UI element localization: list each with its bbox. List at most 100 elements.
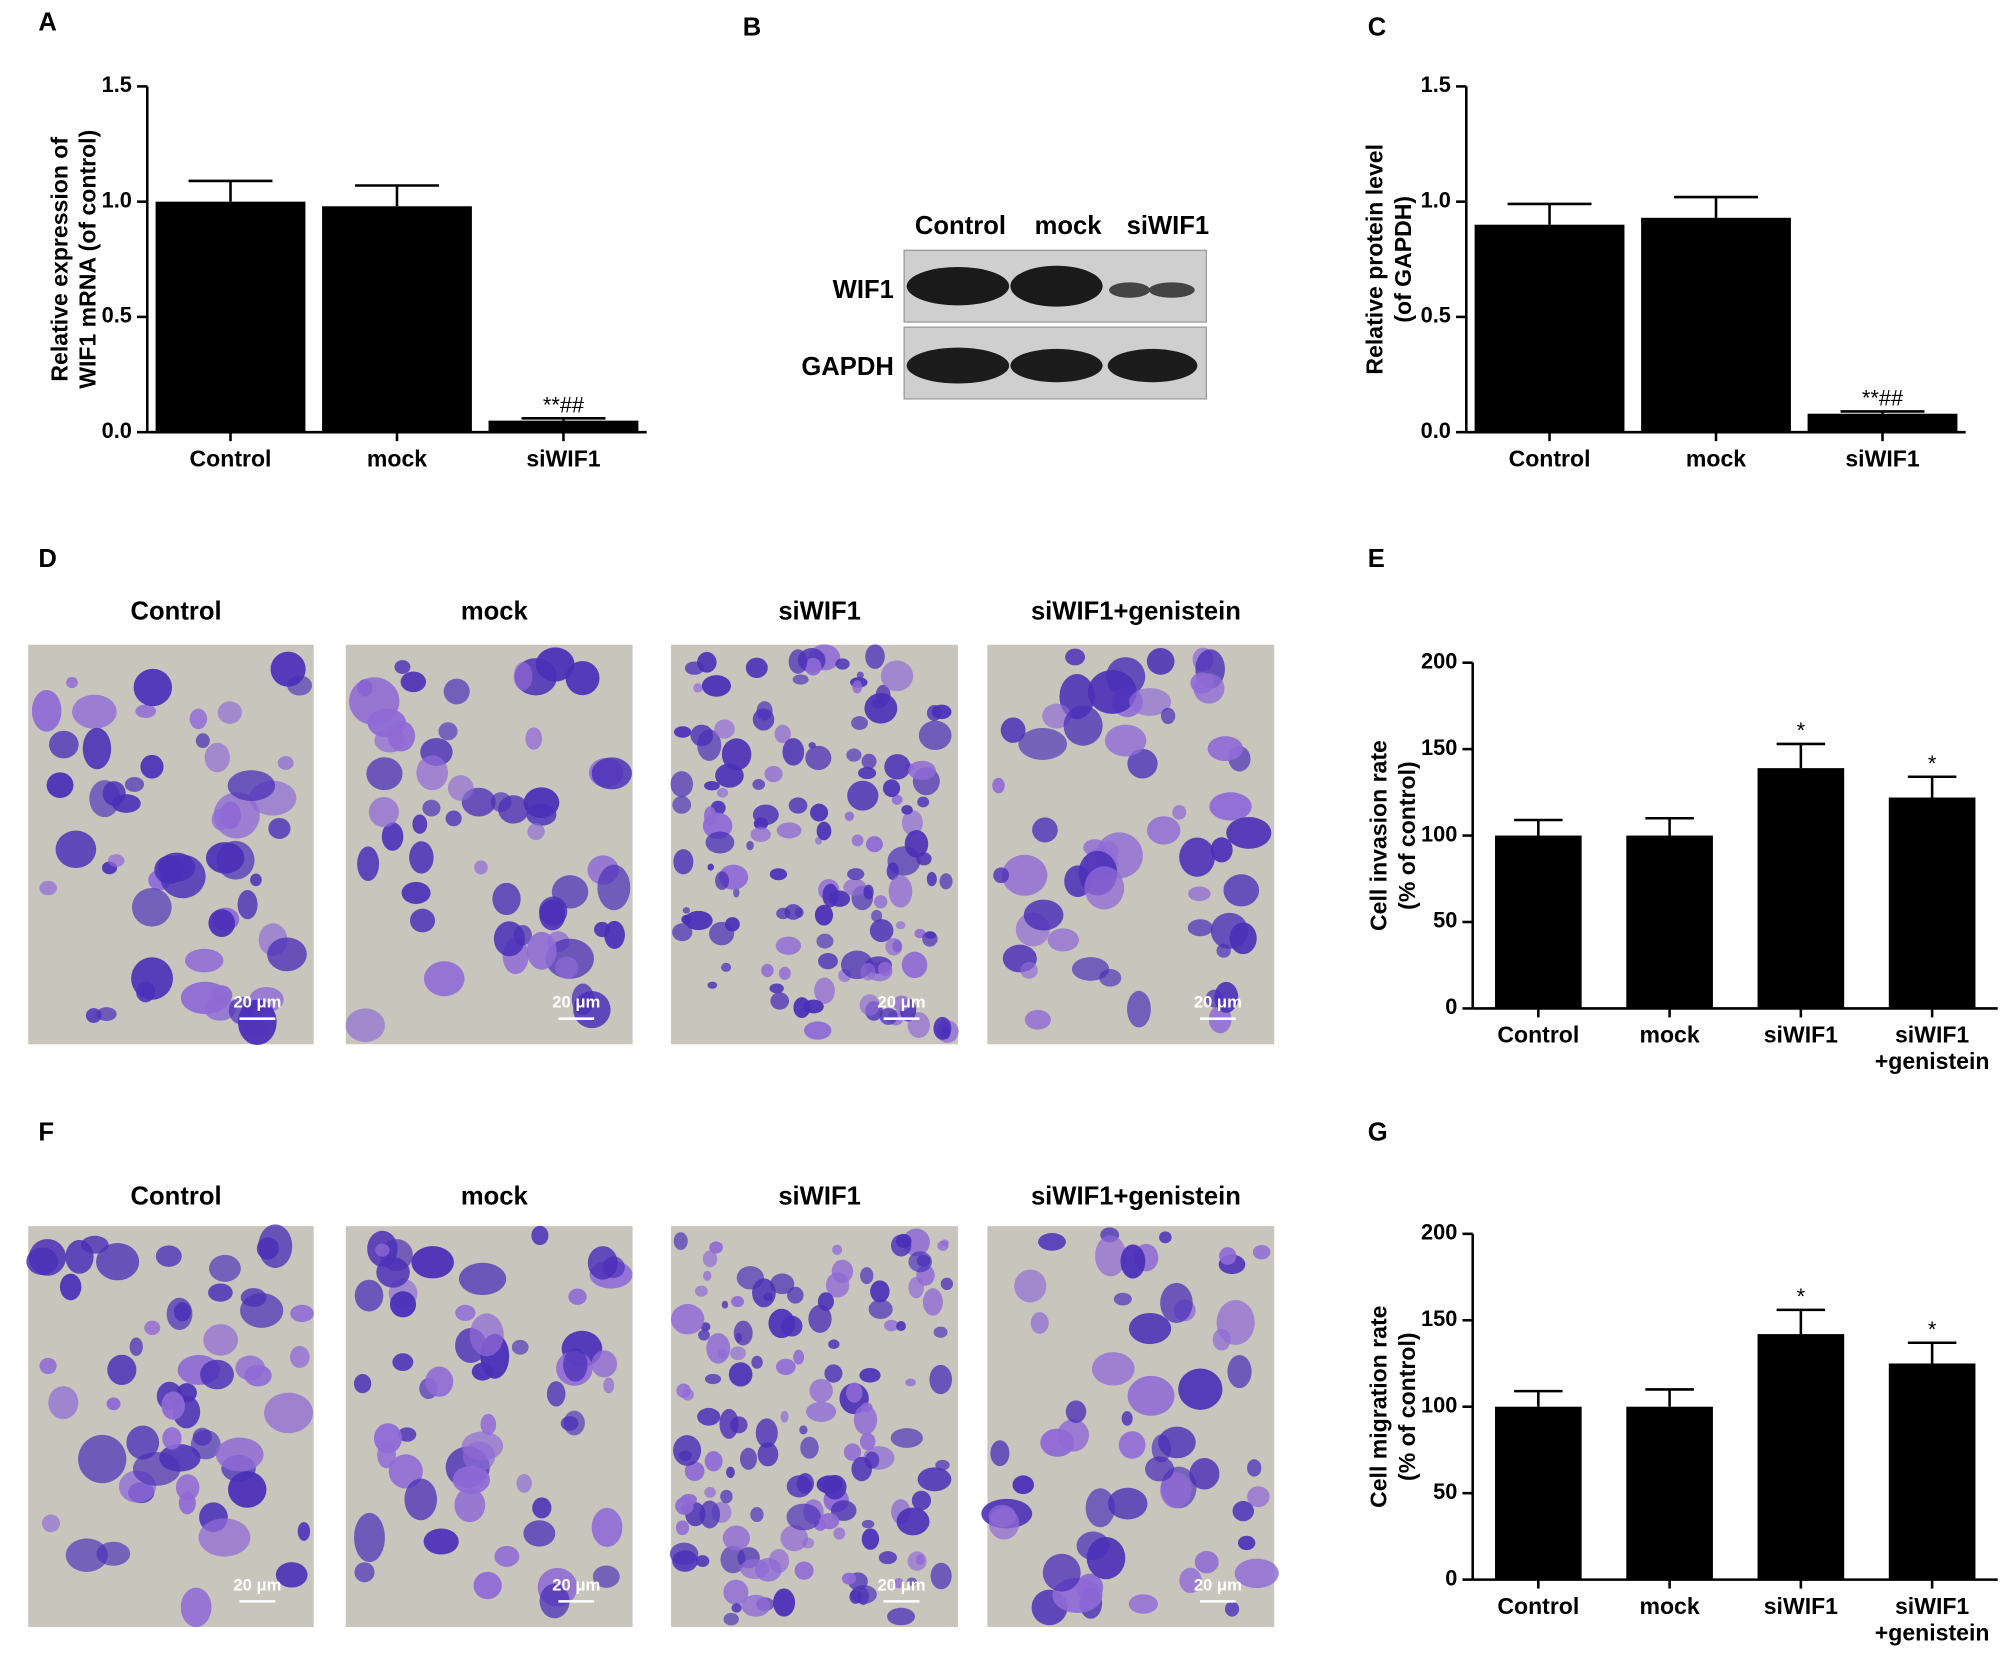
- cell: [917, 1467, 952, 1492]
- cell: [722, 1525, 750, 1551]
- cell: [471, 1362, 494, 1381]
- cell: [1024, 1009, 1051, 1030]
- cell: [916, 1254, 931, 1267]
- cell: [469, 1313, 504, 1357]
- annotation: **##: [543, 393, 584, 418]
- cell: [774, 724, 791, 744]
- cell: [731, 1603, 742, 1613]
- cell: [208, 1283, 233, 1302]
- cell: [46, 772, 74, 798]
- cell: [392, 1353, 414, 1372]
- cell: [940, 1239, 949, 1246]
- cell: [901, 951, 928, 979]
- cell: [893, 1578, 904, 1589]
- cell: [890, 1428, 923, 1448]
- cell: [267, 937, 307, 972]
- bar: [1807, 413, 1958, 433]
- y-tick-label: 50: [1433, 1479, 1457, 1504]
- cell: [532, 1497, 552, 1519]
- x-tick-label: siWIF1: [1764, 1022, 1838, 1048]
- cell: [89, 780, 121, 818]
- error-bar: [1645, 1388, 1694, 1407]
- cell: [227, 770, 276, 801]
- panel-label: B: [743, 14, 762, 42]
- cell: [1193, 673, 1225, 704]
- error-bar: [1645, 816, 1694, 836]
- cell: [1187, 919, 1213, 937]
- cell: [907, 1551, 927, 1571]
- cell: [793, 997, 811, 1018]
- cell: [1107, 1487, 1148, 1520]
- scale-bar-label: 20 μm: [1194, 993, 1242, 1012]
- cell: [673, 1232, 688, 1250]
- cell: [817, 952, 838, 970]
- y-tick-label: 0.5: [102, 303, 132, 328]
- scale-bar-label: 20 μm: [552, 993, 600, 1012]
- cell: [723, 1612, 739, 1626]
- cell: [1084, 866, 1125, 910]
- cell: [375, 1243, 390, 1257]
- cell: [846, 1382, 863, 1403]
- cell: [1226, 817, 1272, 849]
- cell: [846, 748, 862, 762]
- band: [906, 347, 1010, 384]
- cell: [809, 1378, 833, 1403]
- micrograph: 20 μm: [28, 644, 314, 1045]
- cell: [770, 1273, 795, 1295]
- cell: [885, 938, 903, 956]
- cell: [908, 1276, 924, 1299]
- cell: [776, 907, 791, 920]
- cell: [684, 1461, 705, 1481]
- cell: [887, 1607, 916, 1626]
- y-tick-label: 1.0: [1421, 187, 1451, 212]
- cell: [850, 1585, 877, 1604]
- cell: [705, 831, 735, 854]
- cell: [843, 878, 867, 896]
- cell: [1214, 981, 1239, 1013]
- cell: [1234, 1558, 1279, 1589]
- cell: [704, 1373, 722, 1385]
- scale-bar-label: 20 μm: [878, 993, 926, 1012]
- cell: [1032, 817, 1058, 843]
- cell: [751, 1355, 763, 1369]
- cell: [893, 995, 910, 1012]
- cell: [701, 675, 731, 697]
- group-label: siWIF1: [778, 1183, 861, 1211]
- cell: [761, 963, 774, 978]
- band: [1107, 348, 1198, 383]
- cell: [805, 745, 832, 771]
- cell: [990, 1440, 1010, 1467]
- group-label: Control: [131, 598, 222, 626]
- cell: [822, 883, 839, 908]
- cell: [810, 803, 829, 822]
- cell: [736, 1266, 764, 1290]
- x-tick-label: siWIF1: [1764, 1593, 1838, 1619]
- lane-label: mock: [1035, 212, 1103, 240]
- cell: [733, 887, 740, 898]
- cell: [926, 704, 942, 721]
- cell: [39, 1357, 57, 1375]
- y-tick-label: 1.5: [102, 72, 132, 97]
- cell: [746, 840, 754, 851]
- cell: [289, 1346, 310, 1368]
- annotation: **##: [1862, 386, 1903, 411]
- lane-label: Control: [915, 212, 1006, 240]
- cell: [788, 797, 808, 814]
- cell: [129, 1337, 143, 1356]
- cell: [240, 1288, 267, 1307]
- cell: [268, 817, 291, 839]
- cell: [1232, 1500, 1255, 1522]
- cell: [526, 931, 557, 970]
- cell: [215, 1437, 264, 1472]
- cell: [816, 1475, 843, 1494]
- cell: [1160, 1471, 1192, 1509]
- cell: [1118, 1431, 1146, 1459]
- cell: [1086, 1536, 1126, 1580]
- y-tick-label: 200: [1421, 1220, 1457, 1245]
- annotation: *: [1928, 751, 1937, 776]
- cell: [877, 962, 893, 977]
- cell: [1091, 1352, 1135, 1386]
- cell: [237, 889, 258, 920]
- cell: [853, 1404, 878, 1435]
